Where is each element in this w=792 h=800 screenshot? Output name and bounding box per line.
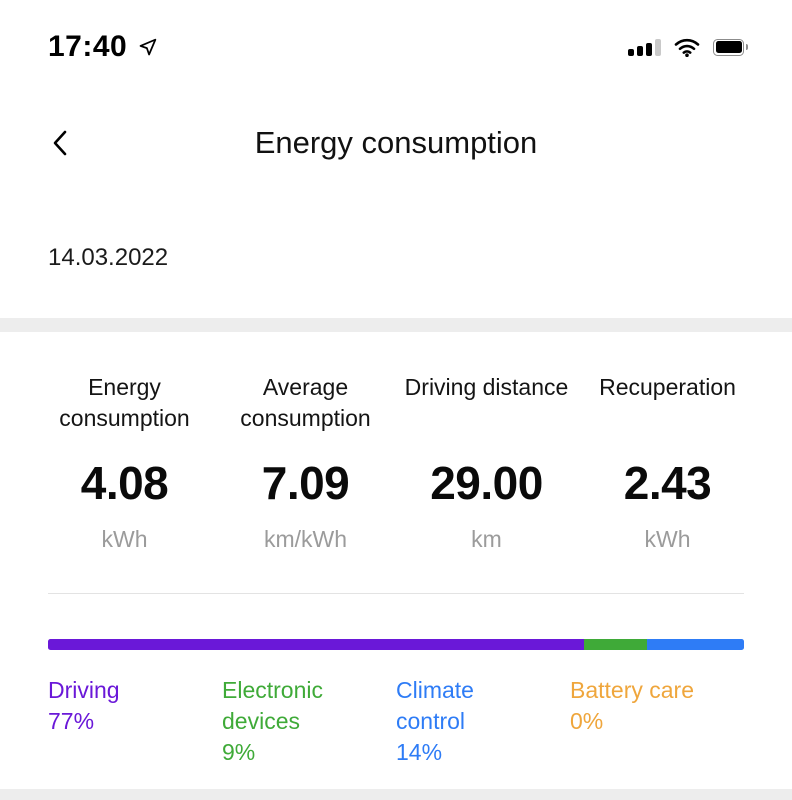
usage-bar: [48, 639, 744, 650]
stat-label: Average consumption: [240, 374, 371, 431]
chevron-left-icon: [48, 128, 72, 158]
legend-label: Battery care: [570, 677, 694, 703]
usage-legend: Driving 77% Electronic devices 9% Climat…: [0, 675, 792, 768]
stat-value: 7.09: [261, 457, 350, 509]
status-icons: [628, 38, 748, 57]
wifi-icon: [674, 38, 700, 57]
legend-item-battery-care: Battery care 0%: [570, 675, 744, 768]
stat-unit: km: [471, 526, 502, 552]
legend-label: Climate control: [396, 677, 474, 734]
status-time-group: 17:40: [48, 30, 158, 64]
page-title: Energy consumption: [254, 125, 538, 160]
cellular-signal-icon: [628, 38, 661, 56]
section-divider-strip: [0, 318, 792, 332]
usage-bar-segment: [646, 639, 744, 650]
stat-recuperation: Recuperation 2.43 kWh: [577, 372, 758, 553]
legend-item-climate-control: Climate control 14%: [396, 675, 570, 768]
legend-item-driving: Driving 77%: [48, 675, 222, 768]
back-button[interactable]: [40, 121, 80, 165]
stat-value: 4.08: [80, 457, 169, 509]
usage-bar-segment: [583, 639, 647, 650]
stat-label: Recuperation: [599, 374, 736, 400]
stats-row: Energy consumption 4.08 kWh Average cons…: [0, 332, 792, 553]
nav-header: Energy consumption: [0, 94, 792, 192]
legend-percent: 14%: [396, 739, 443, 765]
stat-driving-distance: Driving distance 29.00 km: [396, 372, 577, 553]
stat-label: Driving distance: [404, 374, 569, 400]
stat-unit: km/kWh: [263, 526, 348, 552]
stat-energy-consumption: Energy consumption 4.08 kWh: [34, 372, 215, 553]
stat-unit: kWh: [644, 526, 691, 552]
legend-label: Driving: [48, 677, 120, 703]
legend-item-electronic-devices: Electronic devices 9%: [222, 675, 396, 768]
status-time: 17:40: [48, 30, 128, 63]
legend-percent: 9%: [222, 739, 256, 765]
stat-value: 2.43: [623, 457, 712, 509]
usage-bar-segment: [48, 639, 584, 650]
date-label: 14.03.2022: [48, 244, 169, 271]
legend-percent: 77%: [48, 708, 95, 734]
stat-label: Energy consumption: [59, 374, 190, 431]
stat-average-consumption: Average consumption 7.09 km/kWh: [215, 372, 396, 553]
horizontal-rule: [48, 593, 744, 594]
bottom-divider-strip: [0, 789, 792, 800]
status-bar: 17:40: [0, 0, 792, 94]
stat-unit: kWh: [101, 526, 148, 552]
location-arrow-icon: [137, 37, 158, 58]
stat-value: 29.00: [430, 457, 543, 509]
battery-icon: [713, 38, 748, 56]
legend-percent: 0%: [570, 708, 604, 734]
legend-label: Electronic devices: [222, 677, 323, 734]
